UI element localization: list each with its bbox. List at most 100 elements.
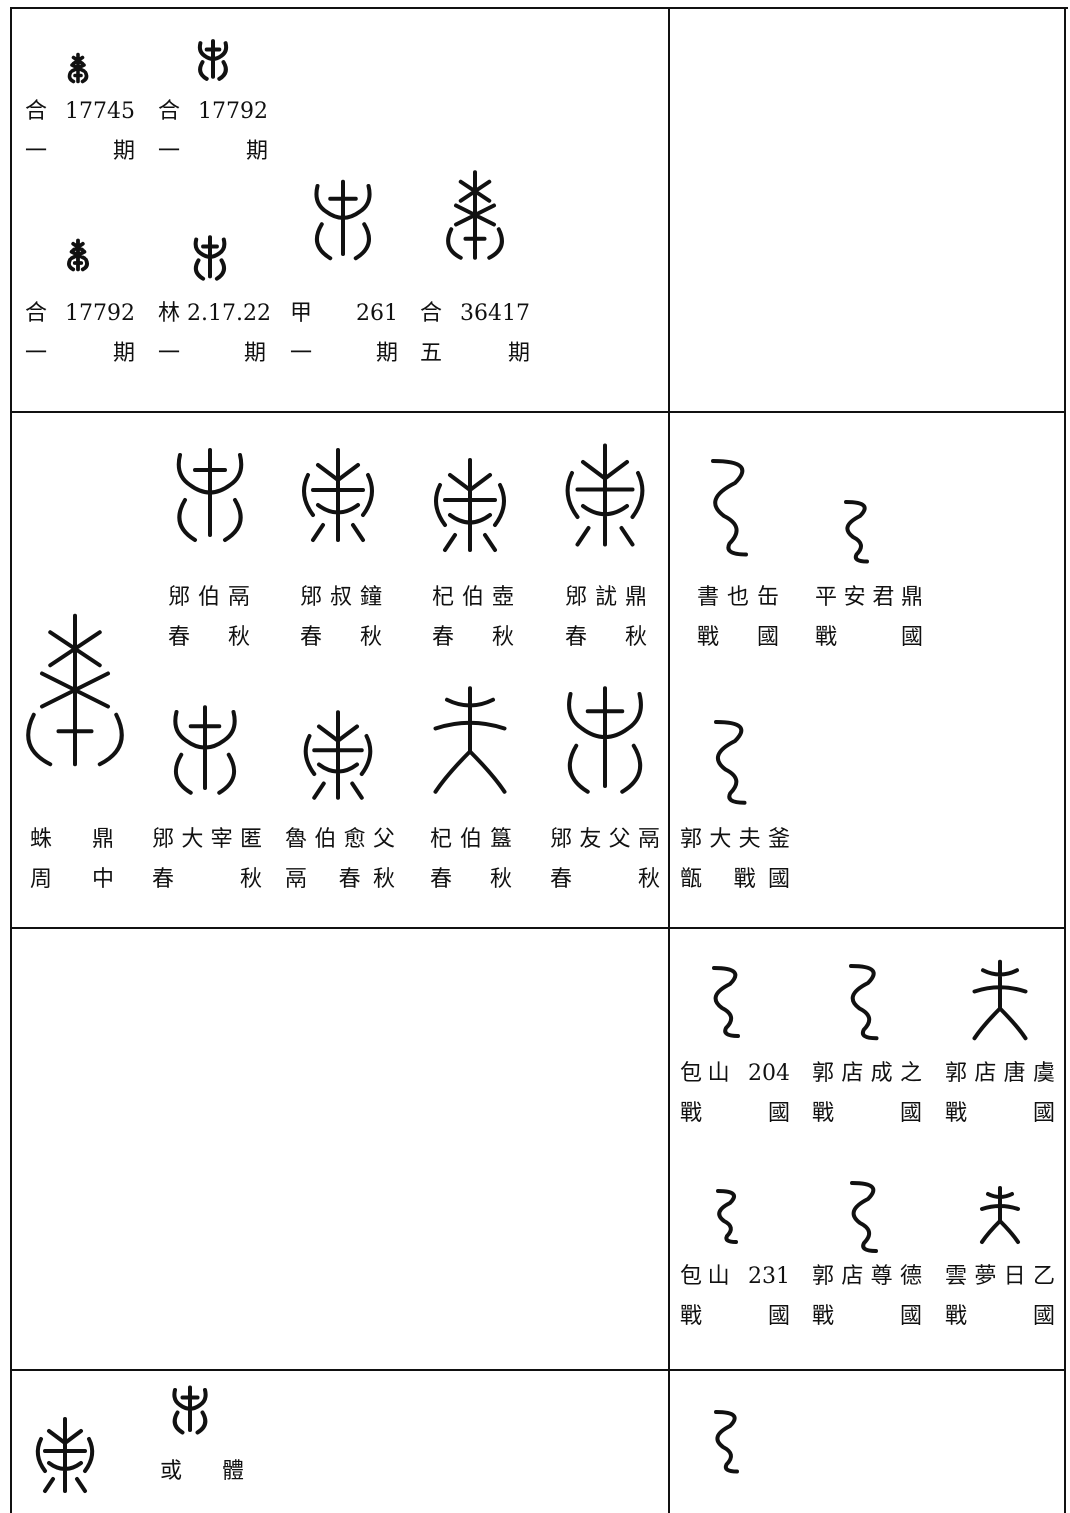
- period-label: 一 期: [158, 341, 266, 366]
- glyph-caption: 包山 204 戰 國: [680, 1054, 790, 1134]
- source-label: 林 2.17.22: [158, 301, 271, 326]
- glyph-caption: 合 17792 一 期: [158, 92, 268, 172]
- source-label: 或 體: [160, 1459, 244, 1484]
- glyph-caption: 雲夢日乙戰 國: [945, 1257, 1055, 1337]
- period-label: 甑 戰國: [680, 867, 790, 892]
- period-label: 戰 國: [680, 1304, 790, 1329]
- glyph-caption: 杞伯簋春 秋: [430, 820, 512, 900]
- period-label: 春 秋: [430, 867, 512, 892]
- ancient-glyph: [433, 686, 507, 794]
- source-label: 魯伯愈父: [285, 827, 395, 852]
- ancient-glyph: [715, 1188, 739, 1245]
- source-label: 包山 204: [680, 1061, 790, 1086]
- glyph-caption: 合 17792 一 期: [25, 294, 135, 374]
- source-label: 平安君鼎: [815, 585, 923, 610]
- period-label: 春 秋: [300, 625, 382, 650]
- period-label: 戰 國: [680, 1101, 790, 1126]
- ancient-glyph: [565, 443, 645, 547]
- period-label: 一 期: [25, 139, 135, 164]
- source-label: 合 17745: [25, 99, 135, 124]
- period-label: 周 中: [30, 867, 114, 892]
- glyph-caption: 包山 231 戰 國: [680, 1257, 790, 1337]
- period-label: 鬲 春秋: [285, 867, 395, 892]
- period-label: 戰 國: [945, 1304, 1055, 1329]
- glyph-caption: 郳伯鬲春 秋: [168, 578, 250, 658]
- row-divider: [10, 927, 1066, 929]
- period-label: 戰 國: [697, 625, 779, 650]
- glyph-caption: 郭店成之戰 國: [812, 1054, 922, 1134]
- glyph-caption: 郳友父鬲春 秋: [550, 820, 660, 900]
- source-label: 合 17792: [25, 301, 135, 326]
- source-label: 郳叔鐘: [300, 585, 382, 610]
- source-label: 郭店唐虞: [945, 1061, 1055, 1086]
- source-label: 郳友父鬲: [550, 827, 660, 852]
- ancient-glyph: [193, 235, 227, 281]
- source-label: 郳大宰匿: [152, 827, 262, 852]
- ancient-glyph: [67, 238, 89, 272]
- period-label: 春 秋: [168, 625, 250, 650]
- ancient-glyph: [314, 179, 372, 261]
- period-label: 春 秋: [152, 867, 262, 892]
- source-label: 合 36417: [420, 301, 530, 326]
- glyph-caption: 郭店唐虞戰 國: [945, 1054, 1055, 1134]
- glyph-caption: 或 體: [160, 1452, 244, 1492]
- glyph-caption: 平安君鼎戰 國: [815, 578, 923, 658]
- frame-right: [1064, 7, 1066, 1513]
- ancient-glyph: [850, 1181, 879, 1254]
- period-label: 一 期: [158, 139, 268, 164]
- glyph-caption: 合 17745 一 期: [25, 92, 135, 172]
- ancient-glyph: [712, 966, 741, 1039]
- source-label: 杞伯壺: [432, 585, 514, 610]
- period-label: 春 秋: [565, 625, 647, 650]
- glyph-caption: 書也缶戰 國: [697, 578, 779, 658]
- period-label: 戰 國: [812, 1101, 922, 1126]
- source-label: 甲 261: [290, 301, 398, 326]
- glyph-caption: 林 2.17.22 一 期: [158, 294, 271, 374]
- ancient-glyph: [844, 500, 869, 564]
- glyph-caption: 合 36417 五 期: [420, 294, 530, 374]
- column-divider: [668, 7, 670, 1513]
- source-label: 郳伯鬲: [168, 585, 250, 610]
- source-label: 合 17792: [158, 99, 268, 124]
- source-label: 書也缶: [697, 585, 779, 610]
- ancient-glyph: [173, 705, 237, 795]
- ancient-glyph: [979, 1185, 1021, 1245]
- period-label: 五 期: [420, 341, 530, 366]
- ancient-glyph: [176, 448, 244, 542]
- ancient-glyph: [567, 686, 643, 794]
- glyph-caption: 甲 261 一 期: [290, 294, 398, 374]
- row-divider: [10, 1369, 1066, 1371]
- glyph-caption: 魯伯愈父鬲 春秋: [285, 820, 395, 900]
- ancient-glyph: [434, 458, 506, 552]
- period-label: 戰 國: [815, 625, 923, 650]
- period-label: 春 秋: [432, 625, 514, 650]
- glyph-caption: 郳訧鼎春 秋: [565, 578, 647, 658]
- source-label: 蛛 鼎: [30, 827, 114, 852]
- ancient-glyph: [35, 1417, 95, 1494]
- source-label: 郳訧鼎: [565, 585, 647, 610]
- glyph-caption: 郳大宰匿春 秋: [152, 820, 262, 900]
- source-label: 郭大夫釜: [680, 827, 790, 852]
- ancient-glyph: [197, 39, 229, 81]
- period-label: 春 秋: [550, 867, 660, 892]
- period-label: 一 期: [290, 341, 398, 366]
- ancient-glyph: [848, 963, 879, 1041]
- glyph-caption: 郭大夫釜甑 戰國: [680, 820, 790, 900]
- ancient-glyph: [446, 170, 504, 260]
- ancient-glyph: [26, 613, 124, 767]
- ancient-glyph: [714, 720, 747, 805]
- ancient-glyph: [972, 959, 1028, 1041]
- frame-left: [10, 7, 12, 1513]
- glyph-caption: 蛛 鼎周 中: [30, 820, 114, 900]
- frame-top: [10, 7, 1068, 9]
- ancient-glyph: [67, 52, 89, 84]
- ancient-glyph: [303, 710, 373, 800]
- ancient-glyph: [302, 448, 374, 542]
- period-label: 戰 國: [812, 1304, 922, 1329]
- ancient-glyph: [172, 1385, 208, 1435]
- period-label: 戰 國: [945, 1101, 1055, 1126]
- ancient-glyph: [710, 458, 749, 557]
- glyph-caption: 郭店尊德戰 國: [812, 1257, 922, 1337]
- source-label: 雲夢日乙: [945, 1264, 1055, 1289]
